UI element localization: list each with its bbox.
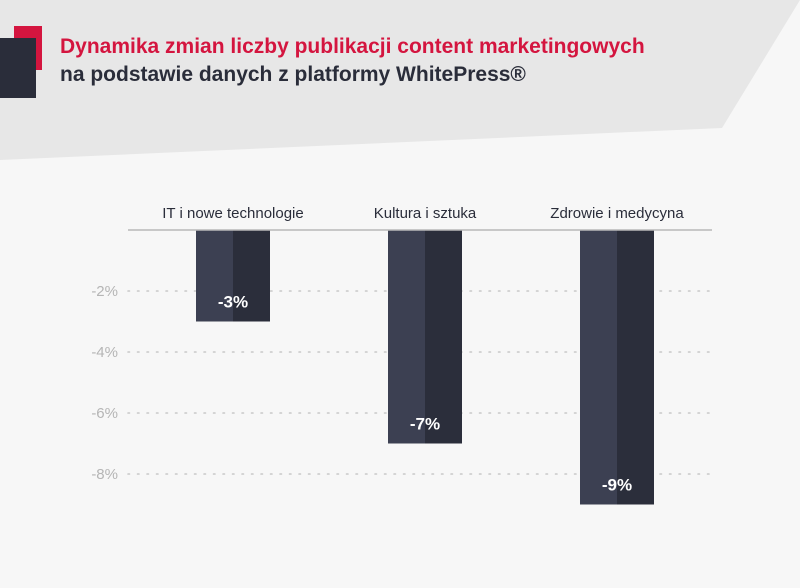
data-label: -3%: [218, 293, 248, 312]
chart-title-line-1: Dynamika zmian liczby publikacji content…: [60, 35, 645, 58]
y-tick-label: -6%: [91, 405, 118, 422]
bar: [580, 230, 617, 505]
y-tick-label: -2%: [91, 283, 118, 300]
bar: [196, 230, 233, 322]
data-label: -7%: [410, 415, 440, 434]
accent-dark-block: [0, 38, 36, 98]
header-background-shape: [0, 0, 800, 160]
data-label: -9%: [602, 476, 632, 495]
bar-shade: [617, 230, 654, 505]
chart-title: Dynamika zmian liczby publikacji content…: [60, 33, 645, 89]
chart-title-line-2: na podstawie danych z platformy WhitePre…: [60, 63, 526, 86]
bar: [388, 230, 425, 444]
category-label: IT i nowe technologie: [162, 205, 303, 222]
y-tick-label: -4%: [91, 344, 118, 361]
bar-shade: [233, 230, 270, 322]
category-label: Kultura i sztuka: [374, 205, 477, 222]
bar-shade: [425, 230, 462, 444]
y-tick-label: -8%: [91, 466, 118, 483]
category-label: Zdrowie i medycyna: [550, 205, 684, 222]
